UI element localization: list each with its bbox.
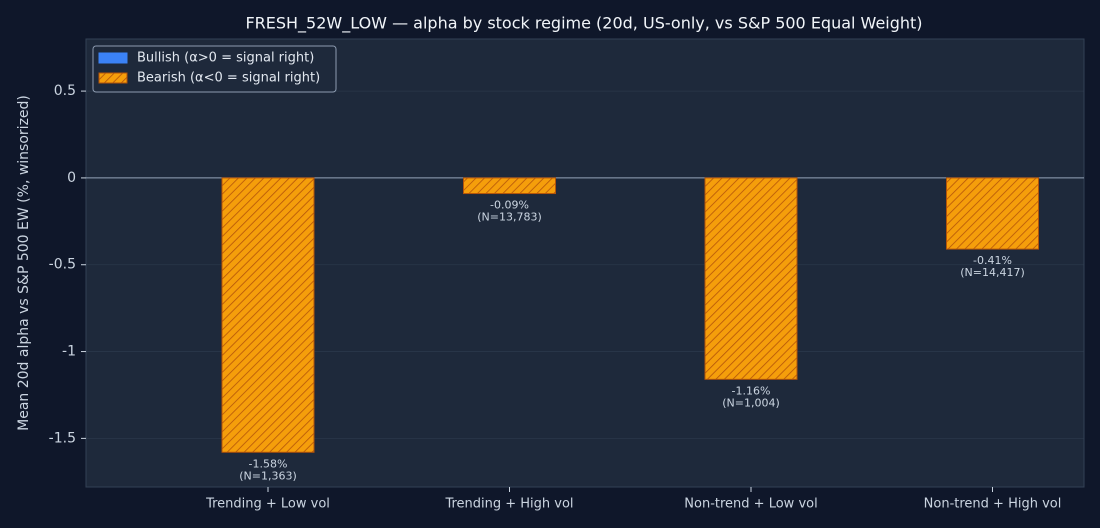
data-annotation: (N=1,004) <box>722 396 780 409</box>
data-annotation: (N=13,783) <box>477 211 542 224</box>
data-label: -0.41% <box>973 254 1012 267</box>
y-tick-label: -0.5 <box>49 257 76 273</box>
x-tick-label: Trending + Low vol <box>205 497 330 512</box>
y-tick-label: 0 <box>67 170 76 186</box>
data-label: -1.58% <box>249 457 288 470</box>
legend-label: Bearish (α<0 = signal right) <box>137 71 320 86</box>
bar-hatch <box>463 177 556 194</box>
y-tick-label: 0.5 <box>54 83 76 99</box>
data-label: -0.09% <box>490 199 529 212</box>
bar-hatch <box>222 177 314 453</box>
y-tick-label: -1.5 <box>49 430 76 446</box>
data-annotation: (N=14,417) <box>960 266 1025 279</box>
y-axis-label: Mean 20d alpha vs S&P 500 EW (%, winsori… <box>16 95 32 431</box>
legend-box <box>92 45 337 93</box>
bar-hatch <box>946 177 1039 250</box>
legend-swatch <box>98 52 128 64</box>
chart-title: FRESH_52W_LOW — alpha by stock regime (2… <box>245 14 922 34</box>
bar-hatch <box>705 177 797 380</box>
y-tick-label: -1 <box>62 344 76 360</box>
x-tick-label: Non-trend + Low vol <box>684 497 817 512</box>
legend-swatch-hatch <box>99 73 127 83</box>
data-annotation: (N=1,363) <box>239 469 297 482</box>
x-tick-label: Trending + High vol <box>444 497 573 512</box>
data-label: -1.16% <box>732 384 771 397</box>
legend-label: Bullish (α>0 = signal right) <box>137 51 314 66</box>
legend: Bullish (α>0 = signal right) Bearish (α<0… <box>92 45 337 93</box>
x-tick-label: Non-trend + High vol <box>924 497 1062 512</box>
